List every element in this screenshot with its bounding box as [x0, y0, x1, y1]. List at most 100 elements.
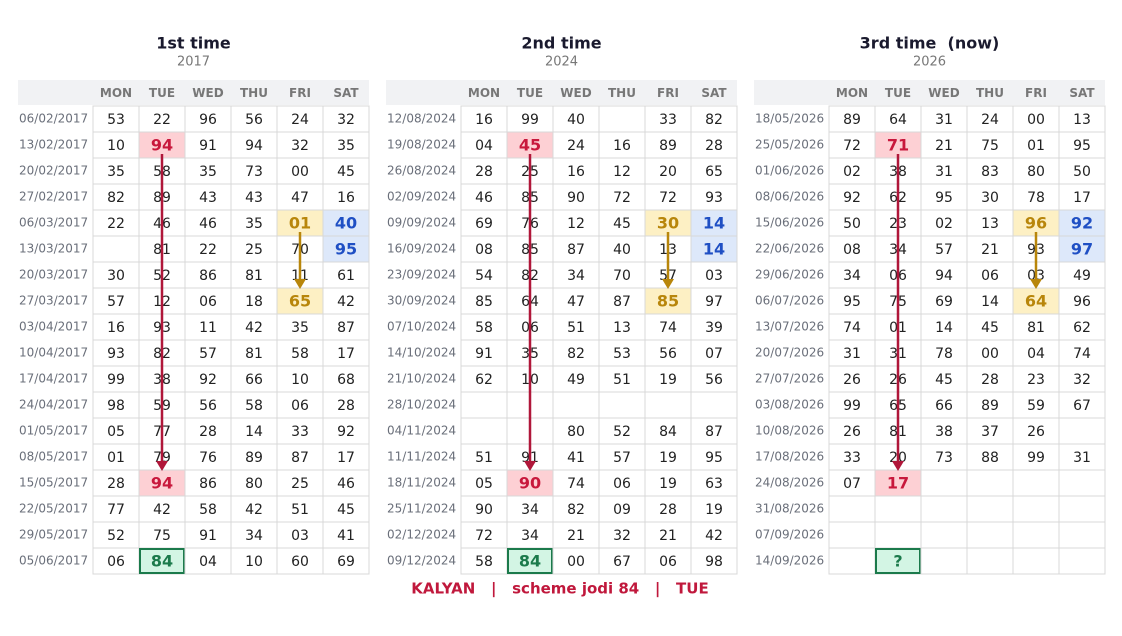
cell	[276, 183, 324, 211]
cell	[460, 183, 508, 211]
cell-value: 19	[659, 450, 677, 466]
cell	[138, 105, 186, 133]
cell	[920, 417, 968, 445]
cell-value: 14	[703, 214, 725, 233]
cell-value: 28	[107, 476, 125, 492]
cell-value: 88	[981, 450, 999, 466]
cell	[184, 105, 232, 133]
cell	[230, 495, 278, 523]
cell	[690, 183, 738, 211]
cell-value: 85	[657, 292, 679, 311]
cell-value: 89	[659, 138, 677, 154]
cell-value: 11	[199, 320, 217, 336]
cell	[276, 495, 324, 523]
day-header: THU	[976, 86, 1004, 100]
cell	[276, 417, 324, 445]
cell-value: 95	[1073, 138, 1091, 154]
cell-value: 30	[657, 214, 679, 233]
cell	[966, 521, 1014, 549]
cell-value: 89	[981, 398, 999, 414]
date-label: 03/04/2017	[19, 320, 88, 334]
cell-value: 74	[567, 476, 585, 492]
yellow-arrow-head	[1030, 279, 1042, 289]
cell	[460, 131, 508, 159]
cell-value: 42	[245, 320, 263, 336]
cell	[966, 469, 1014, 497]
cell-value: 21	[659, 528, 677, 544]
cell	[230, 261, 278, 289]
cell-value: 98	[705, 554, 723, 570]
cell-value: 07	[843, 476, 861, 492]
cell-value: 85	[475, 294, 493, 310]
cell-value: 84	[659, 424, 677, 440]
date-label: 24/08/2026	[755, 476, 824, 490]
cell	[966, 339, 1014, 367]
cell	[552, 417, 600, 445]
cell	[138, 521, 186, 549]
cell-value: 92	[843, 190, 861, 206]
date-label: 29/06/2026	[755, 268, 824, 282]
day-header: WED	[192, 86, 223, 100]
cell-value: 60	[291, 554, 309, 570]
cell	[184, 313, 232, 341]
cell-outline	[507, 548, 553, 574]
cell-value: 45	[981, 320, 999, 336]
cell-value: 50	[843, 216, 861, 232]
cell-value: 80	[567, 424, 585, 440]
cell	[230, 547, 278, 575]
cell-value: 72	[659, 190, 677, 206]
cell	[322, 547, 370, 575]
cell-value: 35	[291, 320, 309, 336]
cell-value: 06	[659, 554, 677, 570]
cell	[460, 443, 508, 471]
cell-value: 28	[981, 372, 999, 388]
cell-value: 07	[705, 346, 723, 362]
cell-value: 23	[1027, 372, 1045, 388]
cell-value: 10	[245, 554, 263, 570]
cell-value: 24	[291, 112, 309, 128]
cell-value: 82	[567, 346, 585, 362]
cell-value: 28	[705, 138, 723, 154]
cell	[828, 417, 876, 445]
day-header: MON	[836, 86, 868, 100]
cell-value: 73	[935, 450, 953, 466]
cell-value: 31	[1073, 450, 1091, 466]
cell	[1012, 391, 1060, 419]
cell-value: 20	[659, 164, 677, 180]
cell-value: 22	[107, 216, 125, 232]
cell-value: 94	[151, 474, 173, 493]
cell-value: 40	[335, 214, 357, 233]
cell	[184, 495, 232, 523]
day-header: THU	[608, 86, 636, 100]
cell	[920, 235, 968, 263]
cell-value: 59	[1027, 398, 1045, 414]
cell-value: 34	[843, 268, 861, 284]
cell-value: 28	[659, 502, 677, 518]
cell	[230, 313, 278, 341]
cell-value: 57	[199, 346, 217, 362]
cell-value: 18	[245, 294, 263, 310]
cell-value: 09	[613, 502, 631, 518]
cell-value: 45	[337, 164, 355, 180]
date-label: 14/10/2024	[387, 346, 456, 360]
red-arrow-head	[524, 461, 536, 471]
cell-value: 94	[151, 136, 173, 155]
day-header: SAT	[1069, 86, 1095, 100]
date-label: 02/12/2024	[387, 528, 456, 542]
cell	[966, 261, 1014, 289]
date-label: 24/04/2017	[19, 398, 88, 412]
cell-value: 17	[887, 474, 909, 493]
date-label: 29/05/2017	[19, 528, 88, 542]
cell-value: 28	[337, 398, 355, 414]
cell-value: 70	[613, 268, 631, 284]
cell	[1012, 183, 1060, 211]
cell-value: 58	[199, 502, 217, 518]
cell-value: 89	[245, 450, 263, 466]
cell	[920, 261, 968, 289]
cell-value: 84	[151, 552, 173, 571]
cell-value: 34	[521, 528, 539, 544]
cell	[276, 365, 324, 393]
date-label: 11/11/2024	[387, 450, 456, 464]
cell	[1058, 521, 1106, 549]
day-header: SAT	[333, 86, 359, 100]
